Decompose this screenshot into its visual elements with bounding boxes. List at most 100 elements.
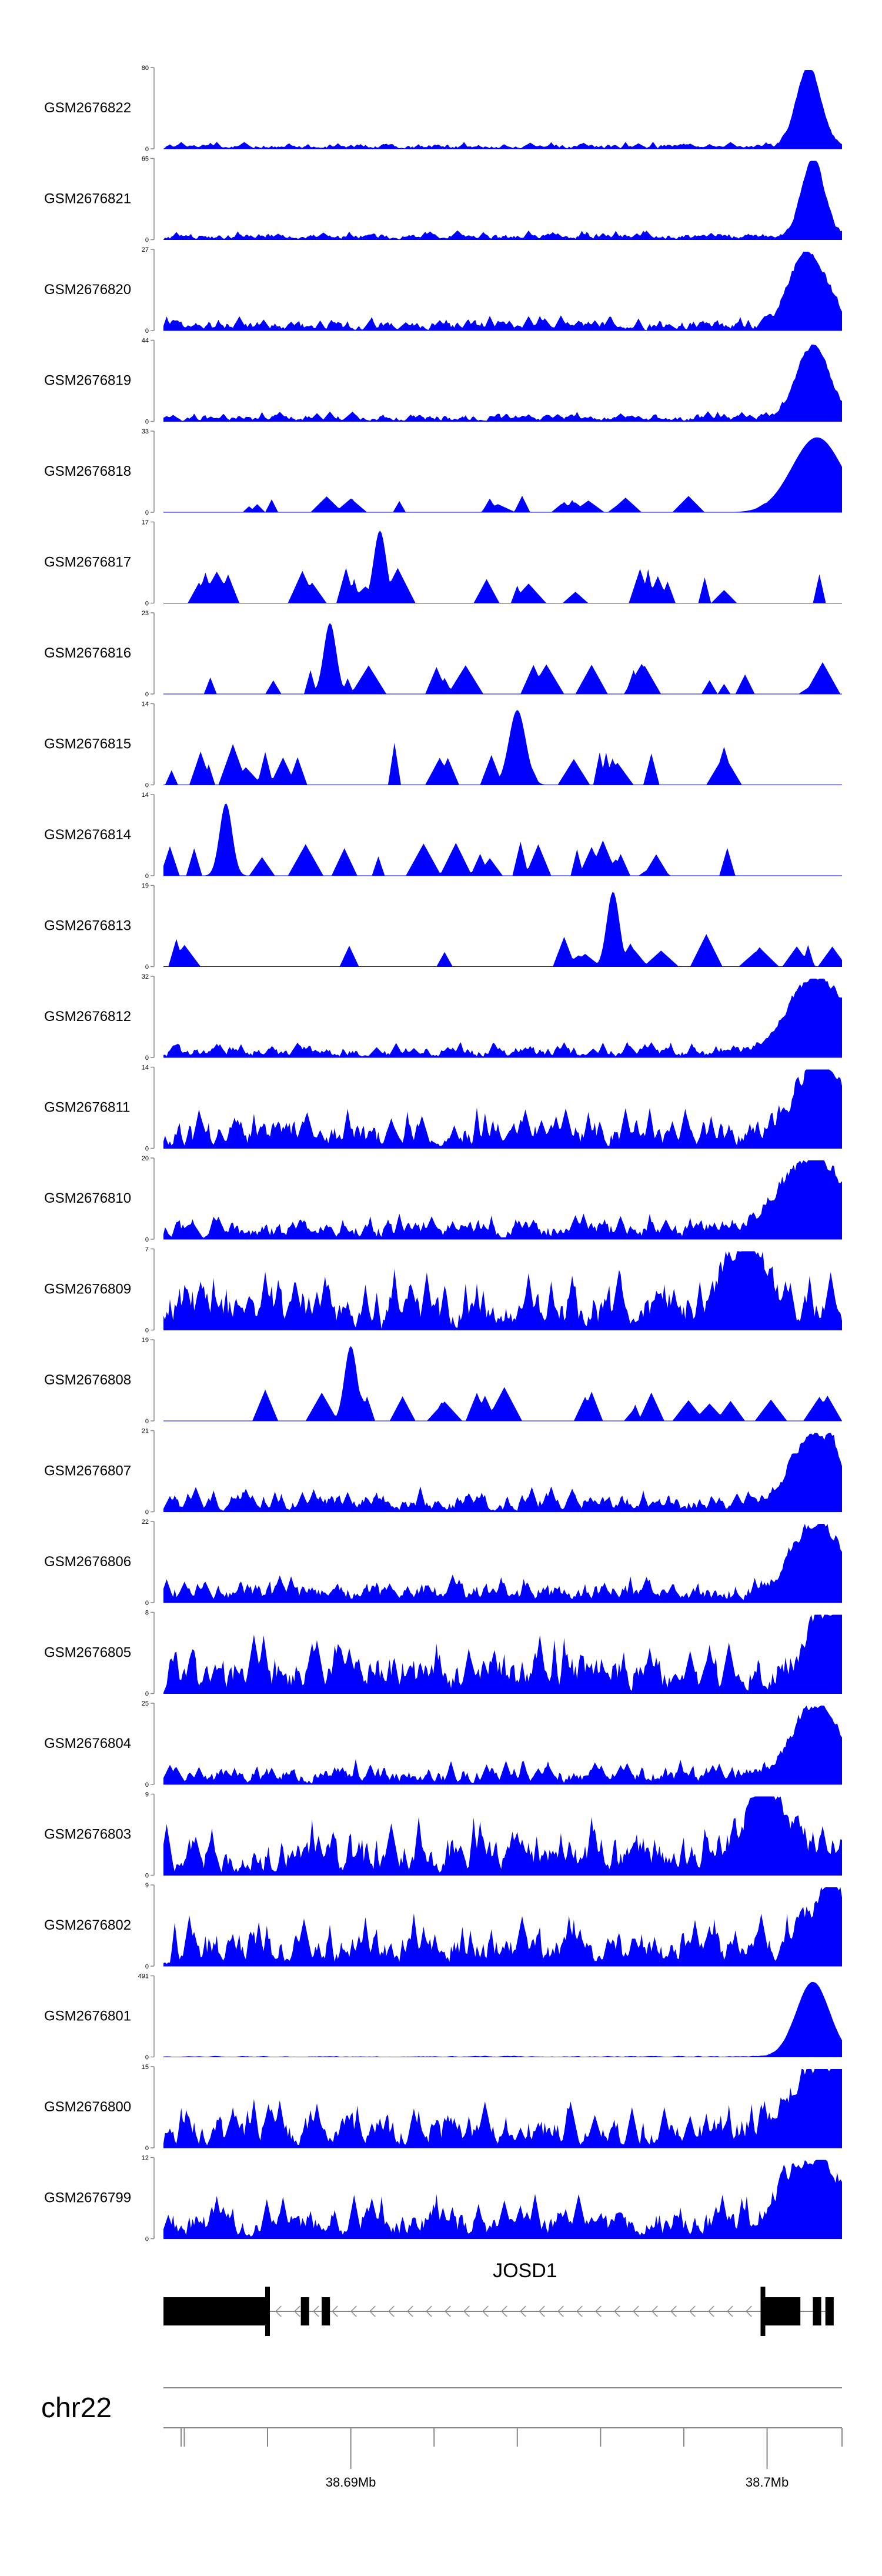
y-axis-max-label: 32 <box>142 973 149 980</box>
axis-tick-label: 38.7Mb <box>746 2475 789 2490</box>
track-label: GSM2676804 <box>44 1736 131 1751</box>
coverage-area <box>163 1524 842 1603</box>
track-GSM2676820: GSM2676820 27 0 <box>44 246 842 335</box>
coverage-area <box>163 2160 842 2239</box>
track-GSM2676799: GSM2676799 12 0 <box>44 2155 842 2243</box>
track-GSM2676817: GSM2676817 17 0 <box>44 519 842 608</box>
track-GSM2676813: GSM2676813 19 0 <box>44 883 842 971</box>
strand-chevron <box>369 2305 376 2317</box>
track-GSM2676814: GSM2676814 14 0 <box>44 792 842 880</box>
coverage-area <box>163 1706 842 1784</box>
gene-exon <box>322 2297 330 2325</box>
track-label: GSM2676808 <box>44 1372 131 1388</box>
gene-exon <box>163 2297 268 2325</box>
track-GSM2676811: GSM2676811 14 0 <box>44 1065 842 1153</box>
track-label: GSM2676811 <box>44 1099 130 1115</box>
y-axis-max-label: 9 <box>145 1882 149 1889</box>
coverage-area <box>163 710 842 785</box>
strand-chevron <box>746 2305 752 2317</box>
y-axis-max-label: 21 <box>142 1428 149 1435</box>
track-label: GSM2676820 <box>44 282 131 298</box>
track-label: GSM2676818 <box>44 463 131 479</box>
track-GSM2676821: GSM2676821 65 0 <box>44 156 842 244</box>
y-axis-min-label: 0 <box>145 146 149 153</box>
strand-chevron <box>689 2305 696 2317</box>
y-axis-min-label: 0 <box>145 419 149 426</box>
gene-exon <box>813 2297 821 2325</box>
track-GSM2676818: GSM2676818 33 0 <box>44 428 842 516</box>
y-axis-min-label: 0 <box>145 1509 149 1516</box>
y-axis-min-label: 0 <box>145 873 149 880</box>
track-GSM2676819: GSM2676819 44 0 <box>44 338 842 426</box>
genomic-axis-track: chr22 38.69Mb 38.7Mb <box>41 2387 843 2490</box>
y-axis-max-label: 8 <box>145 1610 149 1617</box>
strand-chevron <box>727 2305 733 2317</box>
track-GSM2676808: GSM2676808 19 0 <box>44 1337 842 1425</box>
y-axis-max-label: 7 <box>145 1246 149 1253</box>
track-GSM2676822: GSM2676822 80 0 <box>44 65 842 153</box>
y-axis-max-label: 27 <box>142 246 149 253</box>
track-label: GSM2676816 <box>44 645 131 661</box>
strand-chevron <box>652 2305 658 2317</box>
track-GSM2676816: GSM2676816 23 0 <box>44 610 842 698</box>
track-label: GSM2676814 <box>44 827 131 843</box>
track-label: GSM2676806 <box>44 1554 131 1570</box>
y-axis-max-label: 19 <box>142 883 149 890</box>
coverage-area <box>163 1796 842 1876</box>
strand-chevron <box>482 2305 489 2317</box>
y-axis-min-label: 0 <box>145 1600 149 1607</box>
y-axis-min-label: 0 <box>145 1963 149 1970</box>
coverage-area <box>163 803 842 876</box>
y-axis-max-label: 22 <box>142 1519 149 1526</box>
y-axis-min-label: 0 <box>145 1146 149 1153</box>
y-axis-max-label: 23 <box>142 610 149 617</box>
axis-tick-label: 38.69Mb <box>326 2475 376 2490</box>
y-axis-max-label: 17 <box>142 519 149 526</box>
y-axis-max-label: 12 <box>142 2155 149 2162</box>
y-axis-min-label: 0 <box>145 328 149 335</box>
track-label: GSM2676799 <box>44 2190 131 2205</box>
y-axis-min-label: 0 <box>145 600 149 608</box>
strand-chevron <box>350 2305 357 2317</box>
strand-chevron <box>332 2305 338 2317</box>
coverage-area <box>163 1251 842 1330</box>
coverage-area <box>163 437 842 512</box>
y-axis-min-label: 0 <box>145 2145 149 2152</box>
y-axis-min-label: 0 <box>145 1327 149 1334</box>
gene-exon <box>825 2297 834 2325</box>
coverage-area <box>163 623 842 694</box>
coverage-area <box>163 1614 842 1694</box>
strand-chevron <box>539 2305 545 2317</box>
y-axis-max-label: 80 <box>142 65 149 72</box>
strand-chevron <box>557 2305 564 2317</box>
track-GSM2676803: GSM2676803 9 0 <box>44 1791 842 1880</box>
strand-chevron <box>633 2305 639 2317</box>
y-axis-min-label: 0 <box>145 509 149 516</box>
strand-chevron <box>407 2305 413 2317</box>
strand-chevron <box>708 2305 714 2317</box>
y-axis-max-label: 65 <box>142 156 149 163</box>
strand-chevron <box>426 2305 432 2317</box>
track-label: GSM2676812 <box>44 1009 131 1025</box>
strand-chevron <box>576 2305 583 2317</box>
chromosome-label: chr22 <box>41 2393 112 2424</box>
y-axis-max-label: 15 <box>142 2064 149 2071</box>
y-axis-min-label: 0 <box>145 1691 149 1698</box>
track-GSM2676812: GSM2676812 32 0 <box>44 973 842 1062</box>
track-GSM2676806: GSM2676806 22 0 <box>44 1519 842 1607</box>
coverage-area <box>163 1160 842 1239</box>
y-axis-max-label: 491 <box>138 1973 149 1980</box>
coverage-area <box>163 252 842 331</box>
track-GSM2676809: GSM2676809 7 0 <box>44 1246 842 1334</box>
strand-chevron <box>595 2305 602 2317</box>
coverage-area <box>163 70 842 149</box>
track-label: GSM2676813 <box>44 917 131 933</box>
coverage-area <box>163 530 842 603</box>
gene-exon-boundary <box>760 2287 766 2336</box>
track-label: GSM2676805 <box>44 1644 131 1660</box>
strand-chevron <box>520 2305 526 2317</box>
y-axis-min-label: 0 <box>145 2236 149 2243</box>
strand-chevron <box>501 2305 507 2317</box>
gene-exon <box>300 2297 309 2325</box>
